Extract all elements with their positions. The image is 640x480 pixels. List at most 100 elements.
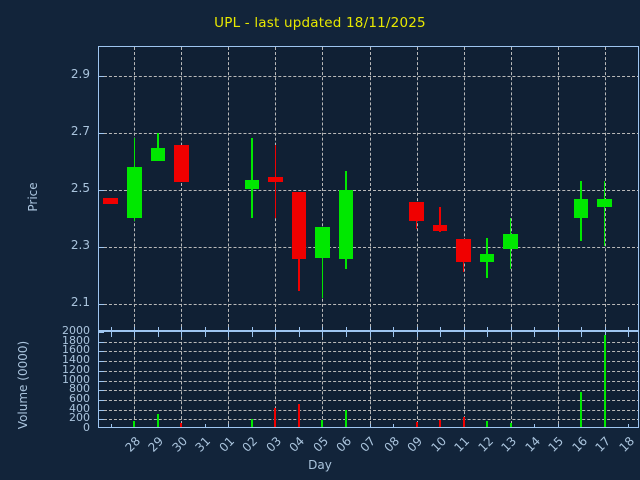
- volume-bar: [344, 409, 347, 427]
- volume-bar: [250, 418, 253, 427]
- axis-tick: [463, 327, 465, 330]
- day-tick-label: 09: [404, 434, 426, 455]
- axis-tick: [487, 327, 489, 330]
- volume-gridline: [99, 390, 638, 392]
- volume-bar: [486, 420, 489, 427]
- volume-bar: [439, 419, 442, 427]
- volume-gridline: [99, 351, 638, 353]
- axis-tick: [604, 327, 606, 330]
- axis-tick: [181, 332, 183, 337]
- day-tick-label: 16: [569, 434, 590, 455]
- candle-body: [503, 233, 518, 250]
- volume-bar: [180, 423, 183, 427]
- axis-tick: [204, 327, 206, 330]
- axis-tick: [628, 327, 630, 330]
- volume-bar: [321, 419, 324, 427]
- candle-body: [244, 179, 260, 190]
- volume-bar: [274, 407, 277, 427]
- day-tick-label: 31: [192, 434, 214, 455]
- day-gridline: [369, 47, 371, 330]
- axis-tick: [275, 332, 277, 337]
- volume-tick-label: 600: [69, 391, 90, 405]
- volume-bar: [156, 413, 159, 427]
- day-tick-label: 17: [592, 434, 614, 455]
- axis-tick: [228, 424, 230, 427]
- day-tick-label: 06: [333, 434, 355, 455]
- candle-wick: [157, 132, 159, 161]
- volume-bar: [509, 422, 512, 427]
- candle-body: [338, 189, 354, 260]
- axis-tick: [393, 327, 395, 330]
- candle-body: [291, 192, 307, 260]
- price-gridline: [99, 303, 638, 305]
- candle-body: [126, 166, 142, 218]
- day-gridline: [369, 332, 371, 427]
- price-tick-label: 2.7: [70, 123, 90, 138]
- day-tick-label: 30: [169, 434, 190, 455]
- day-tick-label: 18: [616, 434, 637, 455]
- candle-body: [479, 253, 495, 263]
- price-tick-label: 2.1: [70, 294, 90, 309]
- price-axis-label: Price: [26, 182, 40, 212]
- axis-tick: [228, 327, 230, 330]
- day-tick-label: 05: [310, 434, 332, 455]
- volume-panel: [98, 331, 639, 428]
- price-tick-label: 2.5: [70, 180, 90, 195]
- volume-tick: [99, 380, 104, 382]
- volume-tick: [99, 419, 104, 421]
- volume-tick: [99, 341, 104, 343]
- candle-body: [150, 148, 166, 161]
- axis-tick: [604, 332, 606, 337]
- axis-tick: [463, 332, 465, 337]
- day-tick-label: 10: [428, 434, 449, 455]
- day-tick-label: 15: [545, 434, 567, 455]
- price-gridline: [99, 75, 638, 77]
- axis-tick: [557, 424, 559, 427]
- day-tick-label: 12: [475, 434, 496, 455]
- volume-bar: [580, 392, 583, 427]
- candle-wick: [321, 226, 324, 298]
- volume-bar: [133, 420, 136, 427]
- axis-tick: [157, 332, 159, 337]
- price-gridline: [99, 246, 638, 248]
- volume-tick: [99, 409, 104, 411]
- chart-title: UPL - last updated 18/11/2025: [214, 15, 426, 31]
- candle-body: [174, 145, 189, 183]
- axis-tick: [369, 424, 371, 427]
- candle-body: [268, 176, 283, 183]
- axis-tick: [110, 327, 112, 330]
- day-gridline: [510, 47, 512, 330]
- candle-body: [456, 239, 471, 263]
- volume-tick-label: 0: [83, 421, 90, 434]
- volume-tick-label: 1200: [62, 362, 90, 376]
- price-tick-label: 2.9: [70, 66, 90, 81]
- axis-tick: [369, 327, 371, 330]
- day-tick-label: 07: [357, 434, 379, 455]
- axis-tick: [134, 332, 136, 337]
- axis-tick: [440, 332, 442, 337]
- axis-tick: [251, 332, 253, 337]
- day-gridline: [416, 47, 418, 330]
- volume-bar: [462, 416, 465, 427]
- axis-tick: [298, 327, 300, 330]
- volume-tick-label: 1800: [62, 333, 90, 347]
- price-panel: [98, 46, 639, 331]
- axis-tick: [322, 327, 324, 330]
- day-tick-label: 29: [145, 434, 167, 455]
- day-tick-label: 14: [522, 434, 543, 455]
- candle-body: [432, 225, 448, 231]
- axis-tick: [393, 332, 395, 337]
- axis-tick: [510, 332, 512, 337]
- price-gridline: [99, 132, 638, 134]
- day-gridline: [322, 47, 324, 330]
- axis-tick: [416, 332, 418, 337]
- price-tick: [99, 75, 104, 77]
- volume-tick: [99, 332, 104, 333]
- axis-tick: [345, 327, 347, 330]
- day-gridline: [557, 47, 559, 330]
- axis-tick: [628, 332, 630, 337]
- day-tick-label: 04: [286, 434, 308, 455]
- candle-body: [103, 198, 119, 204]
- volume-tick-label: 800: [69, 382, 90, 396]
